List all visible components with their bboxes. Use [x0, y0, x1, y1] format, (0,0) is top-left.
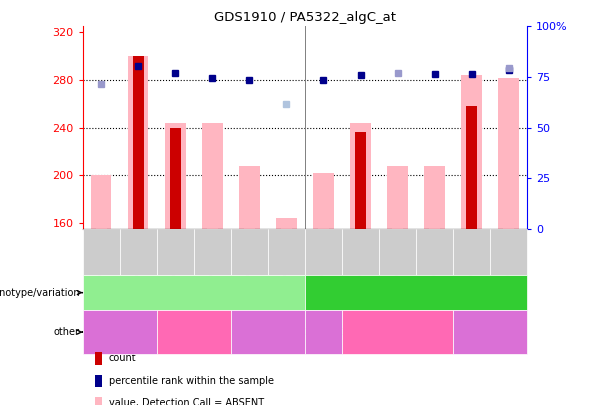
- Bar: [429, 223, 440, 229]
- Bar: [424, 166, 445, 229]
- Bar: [133, 56, 144, 229]
- Text: OD600 of 0.2: OD600 of 0.2: [294, 328, 354, 337]
- Text: other: other: [54, 327, 83, 337]
- Text: OD600 of 2.1: OD600 of 2.1: [238, 328, 298, 337]
- Text: OD600 of 1.3: OD600 of 1.3: [164, 328, 224, 337]
- Text: PA2384 null: PA2384 null: [383, 288, 449, 298]
- Bar: [318, 223, 329, 229]
- Text: GSM63158: GSM63158: [504, 229, 513, 275]
- Bar: [503, 223, 514, 229]
- Bar: [466, 106, 477, 229]
- Bar: [498, 77, 519, 229]
- Bar: [351, 123, 371, 229]
- Text: OD600 of 2.1: OD600 of 2.1: [460, 328, 520, 337]
- Bar: [244, 223, 255, 229]
- Text: GSM63147: GSM63147: [393, 229, 402, 275]
- Bar: [239, 166, 259, 229]
- Text: wild type: wild type: [169, 288, 219, 298]
- Bar: [387, 166, 408, 229]
- Bar: [96, 223, 107, 229]
- Bar: [313, 173, 333, 229]
- Title: GDS1910 / PA5322_algC_at: GDS1910 / PA5322_algC_at: [214, 11, 396, 24]
- Text: GSM63153: GSM63153: [356, 229, 365, 275]
- Text: GSM63152: GSM63152: [245, 229, 254, 275]
- Text: GSM63157: GSM63157: [208, 229, 217, 275]
- Text: GSM63149: GSM63149: [171, 229, 180, 275]
- Bar: [462, 75, 482, 229]
- Text: count: count: [109, 354, 136, 363]
- Text: percentile rank within the sample: percentile rank within the sample: [109, 376, 273, 386]
- Text: GSM63162: GSM63162: [282, 229, 291, 275]
- Bar: [165, 123, 186, 229]
- Bar: [281, 219, 292, 229]
- Text: genotype/variation: genotype/variation: [0, 288, 83, 298]
- Text: GSM63145: GSM63145: [97, 229, 106, 275]
- Bar: [128, 56, 148, 229]
- Text: OD600 of
1.3: OD600 of 1.3: [376, 322, 419, 342]
- Text: GSM63154: GSM63154: [134, 229, 143, 275]
- Bar: [355, 132, 366, 229]
- Bar: [276, 218, 297, 229]
- Bar: [91, 175, 112, 229]
- Text: GSM63155: GSM63155: [430, 229, 439, 275]
- Text: OD600 of 0.2: OD600 of 0.2: [90, 328, 150, 337]
- Text: GSM63125: GSM63125: [319, 229, 328, 275]
- Bar: [207, 223, 218, 229]
- Text: value, Detection Call = ABSENT: value, Detection Call = ABSENT: [109, 398, 264, 405]
- Bar: [392, 223, 403, 229]
- Text: GSM63150: GSM63150: [467, 229, 476, 275]
- Bar: [170, 128, 181, 229]
- Bar: [202, 123, 223, 229]
